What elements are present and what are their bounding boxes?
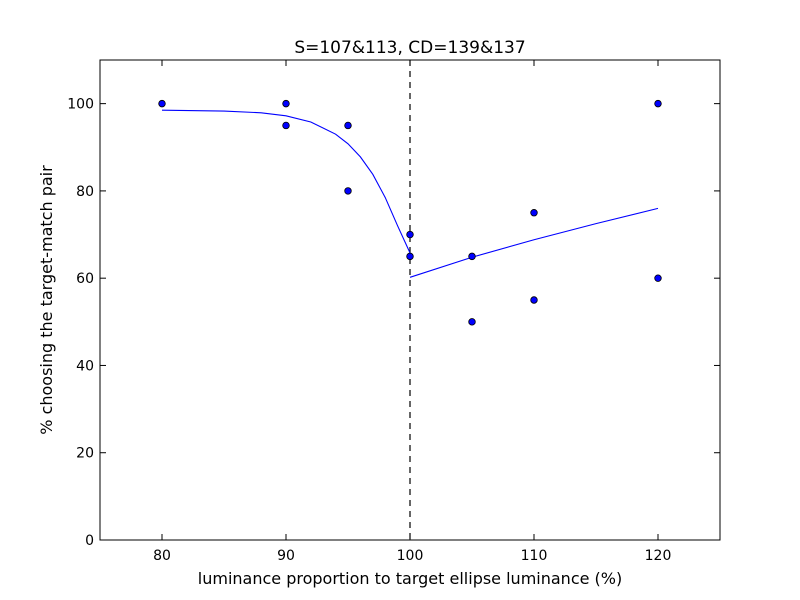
data-point: [654, 274, 662, 282]
data-points: [158, 99, 662, 326]
data-point: [530, 209, 538, 217]
data-point: [344, 187, 352, 195]
data-point: [530, 296, 538, 304]
x-tick-label: 80: [153, 548, 171, 564]
x-tick-label: 100: [397, 548, 424, 564]
axis-tick-labels: 80 90 100 110 120 0 20 40 60 80 100: [67, 97, 671, 564]
y-tick-label: 40: [76, 358, 94, 374]
data-point: [406, 252, 414, 261]
y-tick-label: 20: [76, 446, 94, 462]
fit-lines: [161, 109, 659, 278]
data-point: [158, 99, 166, 108]
y-axis-label: % choosing the target-match pair: [37, 165, 56, 435]
x-tick-label: 120: [645, 548, 672, 564]
x-tick-label: 90: [277, 548, 295, 564]
x-tick-label: 110: [521, 548, 548, 564]
plot-frame: [99, 59, 721, 541]
chart-title: S=107&113, CD=139&137: [294, 38, 525, 58]
fit-line-right: [409, 207, 659, 278]
y-tick-label: 0: [85, 533, 94, 549]
data-point: [344, 121, 352, 130]
data-point: [468, 318, 476, 326]
x-axis-label: luminance proportion to target ellipse l…: [198, 569, 622, 588]
y-tick-label: 80: [76, 184, 94, 200]
y-tick-label: 100: [67, 97, 94, 113]
fit-line-left: [161, 109, 411, 254]
data-point: [282, 121, 290, 130]
data-point: [406, 230, 414, 239]
data-point: [654, 99, 662, 108]
data-point: [282, 99, 290, 108]
data-point: [468, 252, 476, 261]
y-tick-label: 60: [76, 271, 94, 287]
